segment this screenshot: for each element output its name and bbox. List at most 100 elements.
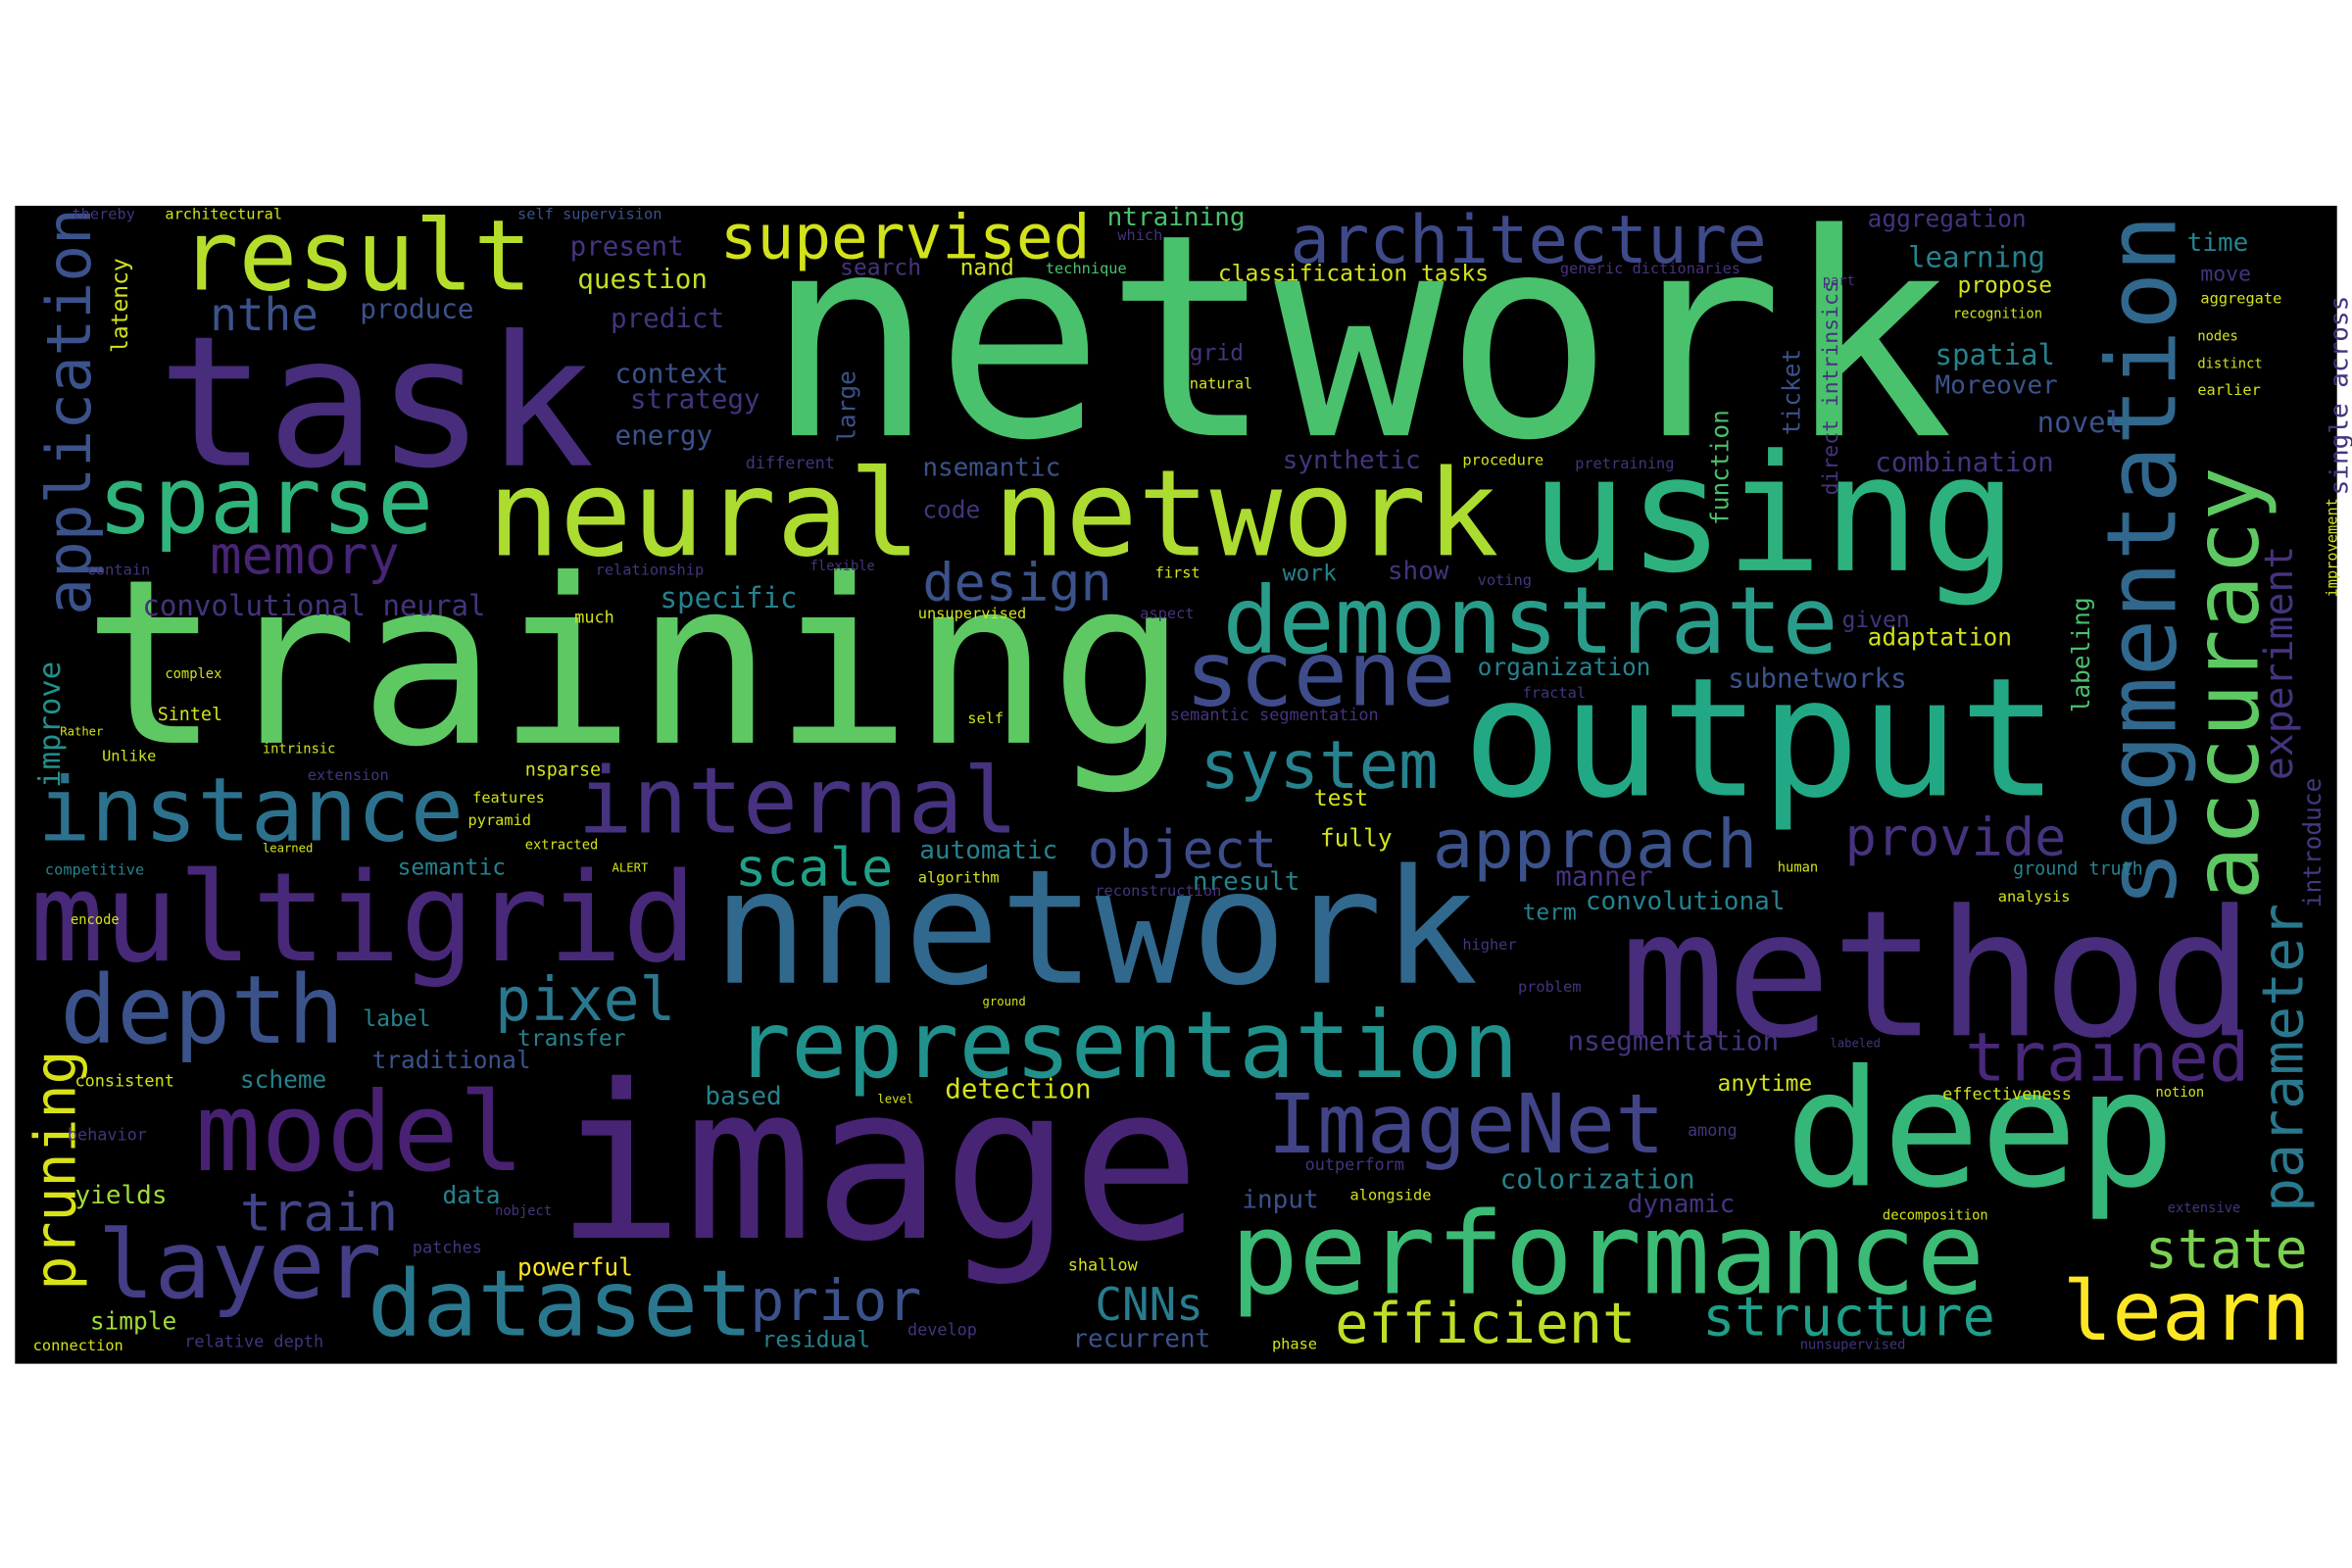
word: specific	[660, 581, 797, 614]
word: approach	[1433, 806, 1758, 884]
word: outperform	[1305, 1154, 1404, 1174]
word: nresult	[1193, 867, 1300, 897]
word: scene	[1185, 622, 1455, 727]
word: notion	[2155, 1085, 2204, 1101]
word: convolutional	[1586, 887, 1786, 916]
word: Rather	[60, 724, 103, 738]
word: powerful	[517, 1252, 633, 1281]
word: ImageNet	[1267, 1076, 1664, 1172]
word: problem	[1518, 978, 1581, 996]
word: learning	[1908, 241, 2045, 274]
word: direct intrinsics	[1819, 280, 1843, 495]
word: ntraining	[1107, 203, 1246, 232]
word: consistent	[75, 1070, 174, 1090]
word: self supervision	[517, 206, 662, 223]
word: behavior	[68, 1125, 147, 1145]
word: network	[765, 173, 1954, 502]
word: recognition	[1953, 307, 2042, 322]
word: unsupervised	[918, 605, 1027, 622]
word: self	[967, 710, 1004, 727]
word: classification tasks	[1218, 261, 1489, 286]
word: system	[1200, 726, 1438, 804]
word: dynamic	[1628, 1190, 1736, 1219]
word: demonstrate	[1222, 567, 1838, 675]
word: present	[570, 230, 684, 262]
word: structure	[1702, 1286, 1995, 1348]
word: yields	[75, 1181, 168, 1210]
word: labeling	[2067, 597, 2095, 712]
word: improve	[33, 662, 68, 788]
word: relative depth	[184, 1332, 323, 1351]
word: manner	[1555, 860, 1653, 892]
word: dataset	[368, 1251, 753, 1358]
word: work	[1283, 562, 1337, 587]
word: flexible	[810, 559, 875, 574]
word: time	[2187, 228, 2249, 258]
word: layer	[97, 1210, 381, 1320]
word: prior	[750, 1267, 921, 1334]
word: encode	[71, 912, 120, 928]
word: level	[877, 1092, 913, 1105]
word: part	[1823, 273, 1855, 289]
word: input	[1242, 1185, 1318, 1214]
word: predict	[611, 303, 724, 334]
word: contain	[87, 561, 150, 578]
word: semantic	[398, 856, 506, 881]
word: ground	[983, 995, 1026, 1008]
word: connection	[33, 1337, 123, 1354]
word: model	[195, 1069, 524, 1197]
word: question	[577, 264, 708, 295]
word: combination	[1875, 447, 2053, 478]
word: aggregation	[1868, 204, 2027, 232]
word: much	[574, 607, 614, 626]
word: complex	[165, 666, 221, 682]
word: segmentation	[2086, 215, 2198, 908]
word: subnetworks	[1728, 662, 1906, 694]
word: synthetic	[1283, 446, 1421, 475]
word: method	[1620, 873, 2254, 1077]
word: multigrid	[30, 846, 697, 990]
word: competitive	[45, 861, 144, 879]
word: propose	[1957, 273, 2052, 299]
word: representation	[735, 992, 1519, 1100]
word: ALERT	[612, 861, 648, 875]
word: nobject	[495, 1203, 552, 1219]
word: result	[180, 201, 532, 314]
word: strategy	[630, 384, 760, 416]
word: internal	[577, 749, 1018, 856]
word: architectural	[165, 206, 282, 223]
word: algorithm	[918, 868, 1000, 886]
word: automatic	[919, 836, 1057, 865]
word: scheme	[240, 1065, 326, 1094]
word: earlier	[2197, 381, 2260, 399]
word: search	[840, 255, 921, 280]
word: relationship	[596, 561, 705, 578]
word: simple	[90, 1306, 176, 1335]
word: supervised	[720, 202, 1091, 273]
word: learn	[2063, 1263, 2311, 1359]
word: features	[472, 789, 545, 807]
word: residual	[762, 1328, 870, 1353]
word: design	[922, 552, 1111, 613]
word: term	[1523, 901, 1577, 926]
word: using	[1530, 420, 2018, 609]
word: nsparse	[525, 760, 601, 781]
word: architecture	[1290, 201, 1766, 278]
word: experiment	[2257, 546, 2302, 781]
word: ticket	[1778, 349, 1806, 435]
word: fractal	[1523, 684, 1586, 702]
word: colorization	[1500, 1164, 1695, 1196]
word: sparse	[97, 448, 433, 556]
word: object	[1088, 818, 1277, 880]
word: extracted	[525, 838, 599, 854]
word: based	[705, 1082, 781, 1111]
word: thereby	[72, 206, 134, 223]
word: nthe	[210, 288, 318, 341]
word: energy	[615, 419, 713, 451]
word: natural	[1190, 375, 1252, 393]
word: output	[1462, 642, 2058, 834]
word: memory	[210, 524, 399, 586]
word: novel	[2037, 406, 2124, 439]
word: reconstruction	[1095, 882, 1221, 900]
word: extensive	[2168, 1200, 2241, 1216]
